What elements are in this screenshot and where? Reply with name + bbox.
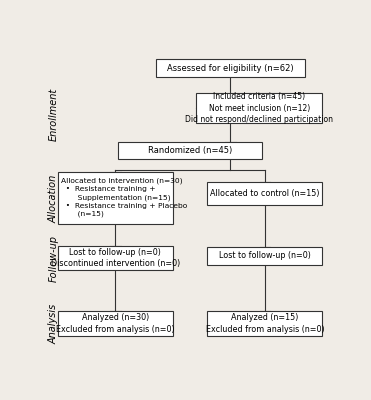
FancyBboxPatch shape [118,142,262,159]
Text: Randomized (n=45): Randomized (n=45) [148,146,232,155]
Text: Analysis: Analysis [49,304,59,344]
Text: Assessed for eligibility (n=62): Assessed for eligibility (n=62) [167,64,294,72]
FancyBboxPatch shape [196,93,322,124]
Text: Allocation: Allocation [49,175,59,223]
FancyBboxPatch shape [207,182,322,205]
Text: Follow-up: Follow-up [49,234,59,282]
FancyBboxPatch shape [58,246,173,270]
Text: Included criteria (n=45)
Not meet inclusion (n=12)
Did not respond/declined part: Included criteria (n=45) Not meet inclus… [185,92,333,124]
FancyBboxPatch shape [58,311,173,336]
Text: Analyzed (n=30)
Excluded from analysis (n=0): Analyzed (n=30) Excluded from analysis (… [56,313,175,334]
FancyBboxPatch shape [207,311,322,336]
Text: Analyzed (n=15)
Excluded from analysis (n=0): Analyzed (n=15) Excluded from analysis (… [206,313,324,334]
FancyBboxPatch shape [156,59,305,77]
Text: Allocated to control (n=15): Allocated to control (n=15) [210,189,320,198]
FancyBboxPatch shape [58,172,173,224]
Text: Enrollment: Enrollment [49,88,59,141]
Text: Lost to follow-up (n=0): Lost to follow-up (n=0) [219,252,311,260]
FancyBboxPatch shape [207,247,322,265]
Text: Allocated to intervention (n=30)
  •  Resistance training +
       Supplementati: Allocated to intervention (n=30) • Resis… [61,178,188,218]
Text: Lost to follow-up (n=0)
Discontinued intervention (n=0): Lost to follow-up (n=0) Discontinued int… [51,248,180,268]
